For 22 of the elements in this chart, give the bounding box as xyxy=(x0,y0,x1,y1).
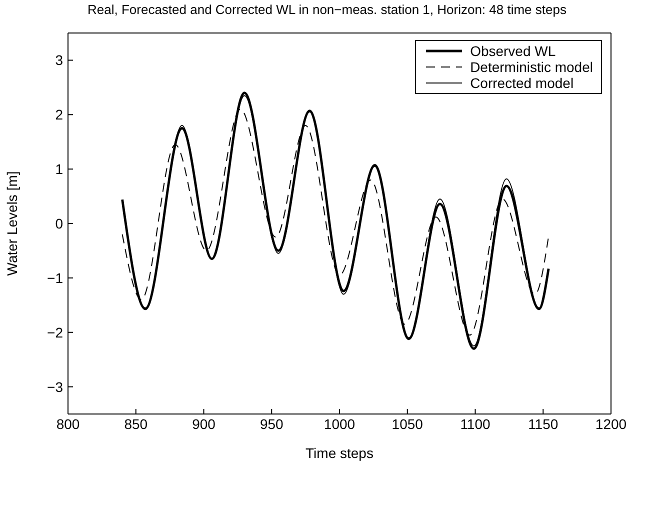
legend-label: Corrected model xyxy=(470,75,574,91)
x-tick-label: 850 xyxy=(124,416,148,432)
x-tick-label: 1000 xyxy=(324,416,356,432)
x-tick-label: 1050 xyxy=(392,416,424,432)
y-tick-label: 3 xyxy=(55,52,64,68)
legend-label: Observed WL xyxy=(470,43,556,59)
y-tick-label: 2 xyxy=(55,106,64,123)
x-tick-label: 1200 xyxy=(595,416,627,432)
x-tick-label: 1100 xyxy=(460,416,491,432)
y-tick-label: 0 xyxy=(55,215,64,232)
chart-title: Real, Forecasted and Corrected WL in non−meas. station 1, Horizon: 48 time steps xyxy=(86,2,568,17)
x-tick-label: 800 xyxy=(56,416,80,432)
x-tick-label: 1150 xyxy=(528,416,558,432)
y-axis-title: Water Levels [m] xyxy=(4,171,20,276)
y-tick-label: −2 xyxy=(47,324,64,340)
x-tick-label: 900 xyxy=(192,416,216,432)
x-axis-title: Time steps xyxy=(306,445,374,461)
legend-label: Deterministic model xyxy=(470,59,593,75)
y-tick-label: −1 xyxy=(47,270,64,286)
y-tick-label: −3 xyxy=(47,378,64,395)
x-tick-label: 950 xyxy=(260,416,284,432)
y-tick-label: 1 xyxy=(55,161,64,178)
